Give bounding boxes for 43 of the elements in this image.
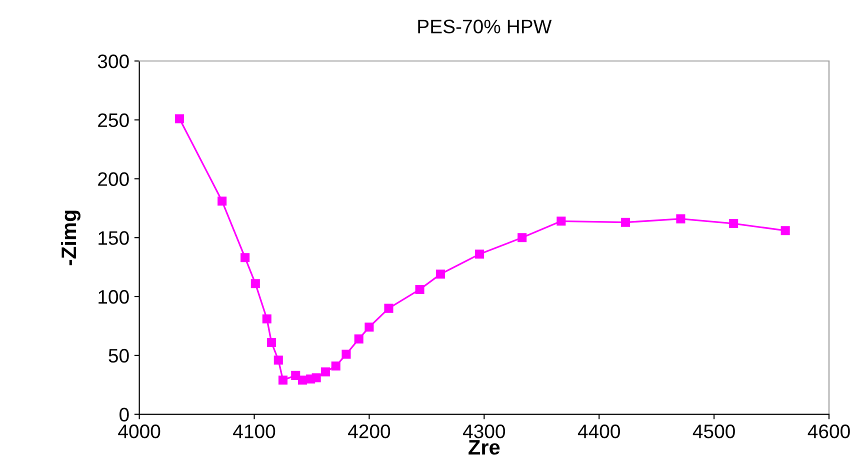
- point: [262, 314, 272, 324]
- point: [518, 233, 527, 242]
- point: [321, 367, 330, 376]
- point: [364, 322, 374, 332]
- x-tick-label: 4400: [578, 424, 620, 438]
- point: [266, 338, 276, 347]
- point: [415, 284, 424, 294]
- y-tick-label: 50: [108, 348, 129, 363]
- point: [475, 250, 484, 259]
- y-tick-label: 100: [98, 290, 129, 304]
- y-axis-title: -Zimg: [60, 210, 80, 266]
- point: [312, 373, 321, 382]
- x-tick-label: 4500: [692, 424, 735, 438]
- point: [780, 226, 790, 236]
- x-tick-label: 4300: [462, 424, 506, 438]
- y-tick-label: 250: [98, 113, 129, 128]
- x-tick-label: 4100: [233, 424, 276, 438]
- point: [729, 219, 738, 228]
- point: [298, 376, 308, 385]
- point: [384, 304, 394, 313]
- point: [274, 356, 283, 365]
- point: [342, 350, 351, 359]
- x-tick-label: 4000: [118, 424, 160, 438]
- point: [278, 376, 288, 385]
- point: [556, 216, 566, 226]
- point: [291, 370, 300, 380]
- point: [240, 253, 250, 262]
- point: [331, 362, 340, 371]
- point: [676, 214, 686, 224]
- y-tick-label: 150: [98, 231, 129, 245]
- x-tick-label: 4200: [348, 424, 390, 438]
- point: [354, 334, 364, 344]
- point: [218, 196, 227, 206]
- y-tick-label: 300: [98, 54, 129, 68]
- y-tick-label: 200: [98, 172, 129, 186]
- y-tick-label: 0: [120, 408, 129, 422]
- point: [436, 270, 445, 279]
- point: [621, 218, 630, 227]
- x-tick-label: 4600: [808, 424, 850, 438]
- chart-title: PES-70% HPW: [418, 20, 552, 34]
- point: [175, 114, 184, 124]
- x-axis-title: Zre: [468, 440, 500, 455]
- point: [250, 279, 260, 288]
